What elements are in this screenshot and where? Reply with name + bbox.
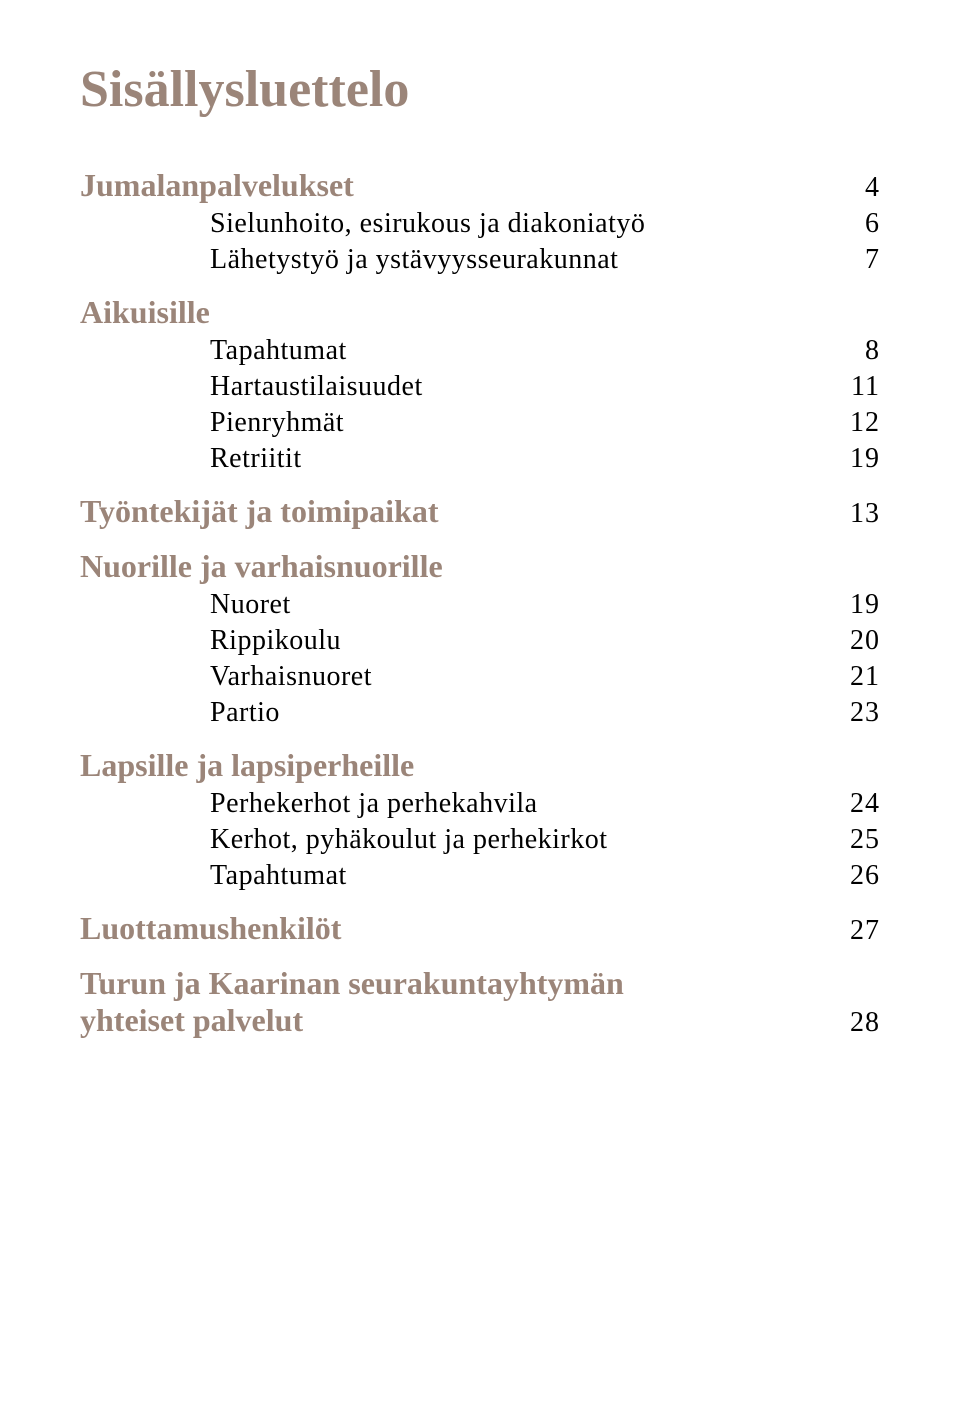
section-heading: Luottamushenkilöt: [80, 910, 341, 947]
toc-entry: Rippikoulu 20: [80, 625, 880, 657]
page-number: 19: [834, 589, 880, 621]
toc-entry: Tapahtumat 26: [80, 860, 880, 892]
section-heading-row: Jumalanpalvelukset 4: [80, 167, 880, 204]
toc-entry: Lähetystyö ja ystävyysseurakunnat 7: [80, 244, 880, 276]
toc-entry: Sielunhoito, esirukous ja diakoniatyö 6: [80, 208, 880, 240]
toc-section: Työntekijät ja toimipaikat 13: [80, 493, 880, 530]
entry-label: Tapahtumat: [210, 860, 347, 892]
toc-section: Lapsille ja lapsiperheille Perhekerhot j…: [80, 747, 880, 892]
page-number: 6: [849, 208, 880, 240]
entry-label: Lähetystyö ja ystävyysseurakunnat: [210, 244, 618, 276]
entry-label: Tapahtumat: [210, 335, 347, 367]
section-heading-continuation: yhteiset palvelut: [80, 1002, 303, 1039]
page-number: 19: [834, 443, 880, 475]
section-heading: Työntekijät ja toimipaikat: [80, 493, 439, 530]
toc-entry: Partio 23: [80, 697, 880, 729]
toc-entry: Kerhot, pyhäkoulut ja perhekirkot 25: [80, 824, 880, 856]
toc-page: Sisällysluettelo Jumalanpalvelukset 4 Si…: [0, 0, 960, 1423]
entry-label: Rippikoulu: [210, 625, 341, 657]
page-title: Sisällysluettelo: [80, 60, 880, 119]
page-number: 24: [834, 788, 880, 820]
entry-label: Retriitit: [210, 443, 302, 475]
toc-entry: Varhaisnuoret 21: [80, 661, 880, 693]
section-heading: Aikuisille: [80, 294, 880, 331]
section-heading-row: Työntekijät ja toimipaikat 13: [80, 493, 880, 530]
entry-label: Perhekerhot ja perhekahvila: [210, 788, 538, 820]
toc-entry: Hartaustilaisuudet 11: [80, 371, 880, 403]
page-number: 4: [849, 172, 880, 204]
section-heading: Lapsille ja lapsiperheille: [80, 747, 880, 784]
toc-entry: Retriitit 19: [80, 443, 880, 475]
toc-section: Aikuisille Tapahtumat 8 Hartaustilaisuud…: [80, 294, 880, 475]
page-number: 23: [834, 697, 880, 729]
toc-section: Turun ja Kaarinan seurakuntayhtymän yhte…: [80, 965, 880, 1039]
page-number: 11: [835, 371, 880, 403]
toc-entry: Nuoret 19: [80, 589, 880, 621]
toc-section: Luottamushenkilöt 27: [80, 910, 880, 947]
entry-label: Partio: [210, 697, 280, 729]
page-number: 13: [834, 498, 880, 530]
page-number: 8: [849, 335, 880, 367]
entry-label: Hartaustilaisuudet: [210, 371, 423, 403]
entry-label: Kerhot, pyhäkoulut ja perhekirkot: [210, 824, 608, 856]
section-heading: Turun ja Kaarinan seurakuntayhtymän: [80, 965, 880, 1002]
page-number: 12: [834, 407, 880, 439]
toc-entry: Perhekerhot ja perhekahvila 24: [80, 788, 880, 820]
toc-section: Jumalanpalvelukset 4 Sielunhoito, esiruk…: [80, 167, 880, 276]
section-heading: Nuorille ja varhaisnuorille: [80, 548, 880, 585]
page-number: 25: [834, 824, 880, 856]
page-number: 7: [849, 244, 880, 276]
page-number: 21: [834, 661, 880, 693]
entry-label: Nuoret: [210, 589, 291, 621]
page-number: 27: [834, 915, 880, 947]
page-number: 20: [834, 625, 880, 657]
section-heading-row: yhteiset palvelut 28: [80, 1002, 880, 1039]
entry-label: Varhaisnuoret: [210, 661, 372, 693]
page-number: 28: [834, 1007, 880, 1039]
toc-entry: Tapahtumat 8: [80, 335, 880, 367]
entry-label: Sielunhoito, esirukous ja diakoniatyö: [210, 208, 645, 240]
toc-section: Nuorille ja varhaisnuorille Nuoret 19 Ri…: [80, 548, 880, 729]
section-heading-row: Luottamushenkilöt 27: [80, 910, 880, 947]
page-number: 26: [834, 860, 880, 892]
toc-entry: Pienryhmät 12: [80, 407, 880, 439]
entry-label: Pienryhmät: [210, 407, 344, 439]
section-heading: Jumalanpalvelukset: [80, 167, 354, 204]
